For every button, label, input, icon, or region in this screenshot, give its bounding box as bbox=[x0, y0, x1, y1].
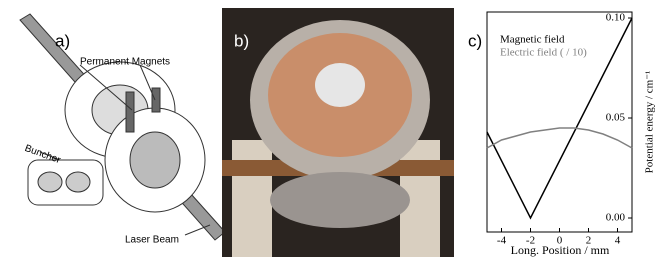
photo-part bbox=[315, 63, 365, 107]
panel-label: a) bbox=[55, 31, 70, 50]
y-tick-label: 0.05 bbox=[606, 112, 626, 124]
figure: a) Permanent Magnets Buncher Laser Beam … bbox=[0, 0, 656, 257]
buncher-hole bbox=[66, 172, 90, 192]
photo bbox=[222, 8, 454, 257]
magnet-hole bbox=[130, 132, 180, 188]
panel-label: b) bbox=[234, 31, 249, 50]
x-tick-label: -4 bbox=[497, 235, 507, 247]
x-tick-label: -2 bbox=[526, 235, 535, 247]
y-tick-label: 0.00 bbox=[606, 212, 626, 224]
x-tick-label: 2 bbox=[586, 235, 592, 247]
magnet bbox=[126, 92, 134, 132]
photo-part bbox=[232, 140, 272, 257]
apparatus-drawing bbox=[20, 14, 225, 240]
x-tick-label: 0 bbox=[557, 235, 563, 247]
page: {"panel_a": {"label": "a)", "annotations… bbox=[0, 0, 656, 257]
magnet bbox=[152, 88, 160, 112]
data-line bbox=[487, 128, 632, 148]
buncher-hole bbox=[38, 172, 62, 192]
y-tick-label: 0.10 bbox=[606, 12, 626, 24]
photo-part bbox=[270, 172, 410, 228]
legend-entry: Electric field ( / 10) bbox=[500, 47, 587, 59]
annotation: Laser Beam bbox=[125, 235, 179, 246]
x-tick-label: 4 bbox=[615, 235, 621, 247]
annotation: Permanent Magnets bbox=[80, 57, 170, 68]
panel-label: c) bbox=[468, 31, 482, 50]
y-axis-label: Potential energy / cm⁻¹ bbox=[644, 71, 656, 174]
legend-entry: Magnetic field bbox=[500, 34, 565, 46]
